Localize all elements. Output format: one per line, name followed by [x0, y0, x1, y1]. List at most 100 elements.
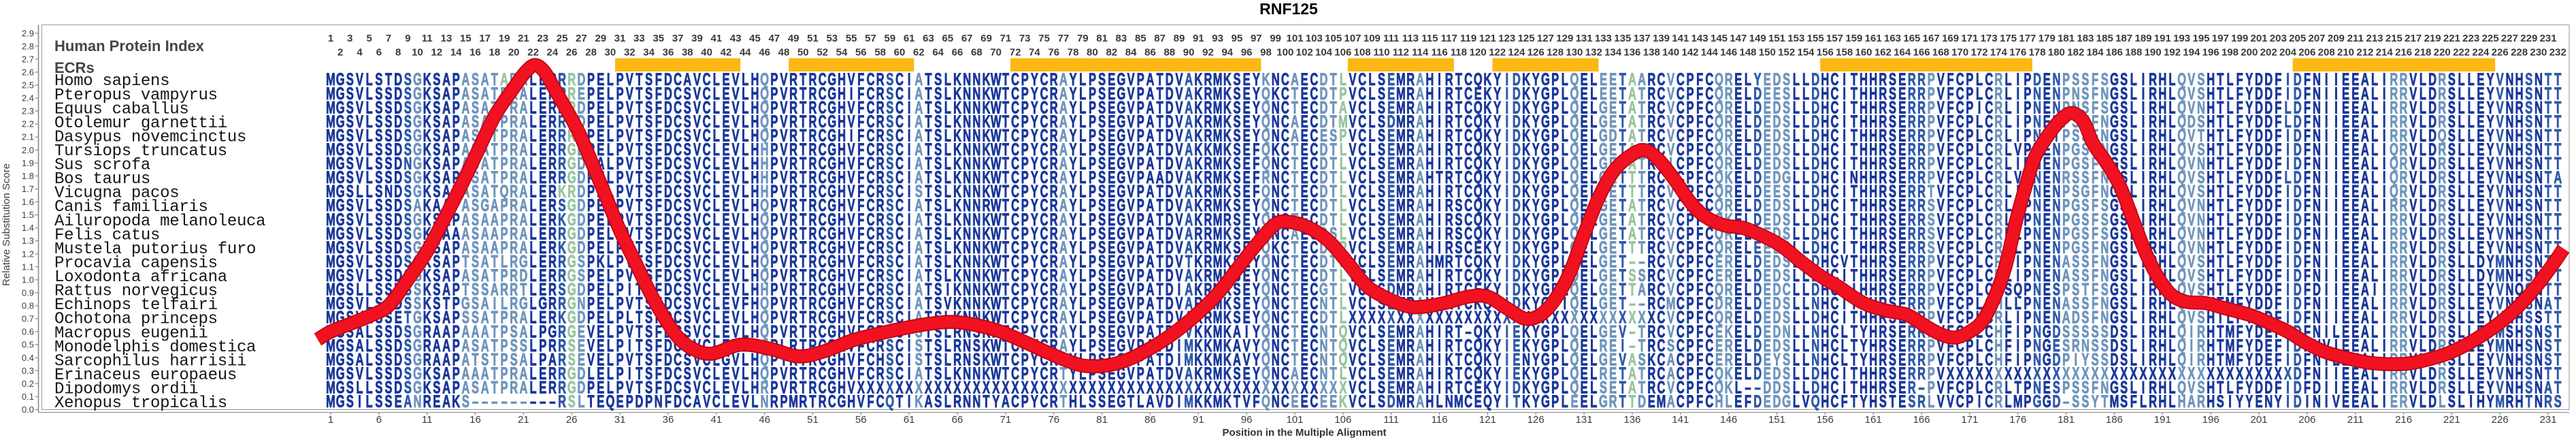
svg-text:168: 168 [1932, 47, 1949, 59]
svg-text:57: 57 [865, 33, 876, 44]
svg-text:213: 213 [2366, 33, 2383, 44]
svg-text:26: 26 [566, 414, 578, 426]
svg-text:2.0: 2.0 [22, 145, 34, 155]
svg-text:81: 81 [1096, 414, 1108, 426]
svg-text:158: 158 [1836, 47, 1853, 59]
svg-text:225: 225 [2482, 33, 2499, 44]
svg-text:107: 107 [1344, 33, 1361, 44]
svg-text:2.6: 2.6 [22, 67, 34, 77]
svg-text:69: 69 [980, 33, 992, 44]
svg-text:45: 45 [749, 33, 761, 44]
svg-text:232: 232 [2549, 47, 2566, 59]
svg-text:119: 119 [1460, 33, 1476, 44]
svg-text:214: 214 [2376, 47, 2394, 59]
svg-text:30: 30 [605, 47, 616, 59]
svg-text:133: 133 [1595, 33, 1612, 44]
svg-text:185: 185 [2096, 33, 2113, 44]
svg-text:146: 146 [1720, 414, 1737, 426]
svg-text:1.0: 1.0 [22, 274, 34, 285]
svg-text:190: 190 [2145, 47, 2162, 59]
svg-text:122: 122 [1489, 47, 1506, 59]
svg-text:141: 141 [1672, 414, 1689, 426]
svg-text:Sarcophilus harrisii: Sarcophilus harrisii [54, 352, 246, 370]
svg-text:47: 47 [768, 33, 780, 44]
svg-text:162: 162 [1875, 47, 1892, 59]
svg-text:10: 10 [412, 47, 423, 59]
svg-text:3: 3 [347, 33, 352, 44]
svg-text:2: 2 [337, 47, 343, 59]
svg-text:111: 111 [1383, 414, 1399, 426]
svg-text:152: 152 [1778, 47, 1795, 59]
svg-text:178: 178 [2029, 47, 2046, 59]
svg-text:1: 1 [328, 414, 333, 426]
svg-text:212: 212 [2356, 47, 2373, 59]
svg-text:223: 223 [2462, 33, 2479, 44]
svg-text:Ailuropoda melanoleuca: Ailuropoda melanoleuca [54, 212, 265, 231]
svg-text:193: 193 [2173, 33, 2190, 44]
svg-text:21: 21 [518, 33, 529, 44]
svg-text:186: 186 [2106, 47, 2123, 59]
svg-text:6: 6 [376, 47, 382, 59]
svg-text:149: 149 [1749, 33, 1766, 44]
svg-text:228: 228 [2511, 47, 2528, 59]
svg-text:76: 76 [1048, 47, 1059, 59]
svg-text:200: 200 [2241, 47, 2258, 59]
svg-text:177: 177 [2019, 33, 2036, 44]
svg-text:203: 203 [2270, 33, 2287, 44]
svg-text:42: 42 [721, 47, 732, 59]
svg-text:ECRs: ECRs [54, 59, 95, 76]
svg-text:27: 27 [576, 33, 587, 44]
svg-text:196: 196 [2202, 414, 2219, 426]
svg-text:222: 222 [2453, 47, 2470, 59]
svg-text:Felis catus: Felis catus [54, 226, 160, 244]
svg-text:2.1: 2.1 [22, 132, 34, 142]
svg-text:16: 16 [469, 414, 481, 426]
svg-text:105: 105 [1325, 33, 1342, 44]
svg-text:195: 195 [2192, 33, 2209, 44]
svg-text:Vicugna pacos: Vicugna pacos [54, 185, 179, 203]
svg-text:159: 159 [1845, 33, 1862, 44]
svg-text:141: 141 [1672, 33, 1689, 44]
svg-text:103: 103 [1306, 33, 1323, 44]
svg-text:Relative Substitution Score: Relative Substitution Score [1, 163, 12, 286]
svg-text:22: 22 [527, 47, 539, 59]
svg-text:RNF125: RNF125 [1259, 0, 1318, 18]
svg-text:170: 170 [1951, 47, 1968, 59]
svg-text:208: 208 [2318, 47, 2335, 59]
svg-text:153: 153 [1787, 33, 1804, 44]
svg-text:118: 118 [1451, 47, 1467, 59]
svg-text:71: 71 [1000, 414, 1012, 426]
svg-text:106: 106 [1334, 47, 1351, 59]
svg-text:181: 181 [2058, 33, 2075, 44]
svg-text:210: 210 [2337, 47, 2354, 59]
svg-text:46: 46 [759, 414, 770, 426]
svg-text:143: 143 [1691, 33, 1708, 44]
svg-text:63: 63 [923, 33, 934, 44]
svg-text:201: 201 [2250, 33, 2267, 44]
svg-text:134: 134 [1604, 47, 1622, 59]
svg-text:95: 95 [1232, 33, 1243, 44]
svg-text:216: 216 [2395, 414, 2412, 426]
svg-text:76: 76 [1048, 414, 1059, 426]
svg-text:215: 215 [2385, 33, 2402, 44]
svg-text:17: 17 [479, 33, 491, 44]
svg-text:121: 121 [1479, 33, 1496, 44]
svg-text:61: 61 [904, 33, 915, 44]
svg-text:226: 226 [2492, 47, 2509, 59]
svg-text:171: 171 [1961, 414, 1978, 426]
svg-text:117: 117 [1441, 33, 1457, 44]
svg-text:150: 150 [1759, 47, 1776, 59]
svg-text:111: 111 [1383, 33, 1399, 44]
svg-text:129: 129 [1556, 33, 1573, 44]
svg-text:142: 142 [1681, 47, 1698, 59]
svg-text:92: 92 [1202, 47, 1214, 59]
svg-text:0.4: 0.4 [22, 353, 34, 363]
svg-text:Procavia capensis: Procavia capensis [54, 255, 218, 273]
svg-text:164: 164 [1894, 47, 1911, 59]
svg-text:161: 161 [1865, 33, 1882, 44]
svg-text:130: 130 [1566, 47, 1583, 59]
svg-text:2.8: 2.8 [22, 41, 34, 51]
svg-text:112: 112 [1393, 47, 1409, 59]
svg-text:1.1: 1.1 [22, 261, 34, 272]
svg-text:176: 176 [2009, 414, 2026, 426]
